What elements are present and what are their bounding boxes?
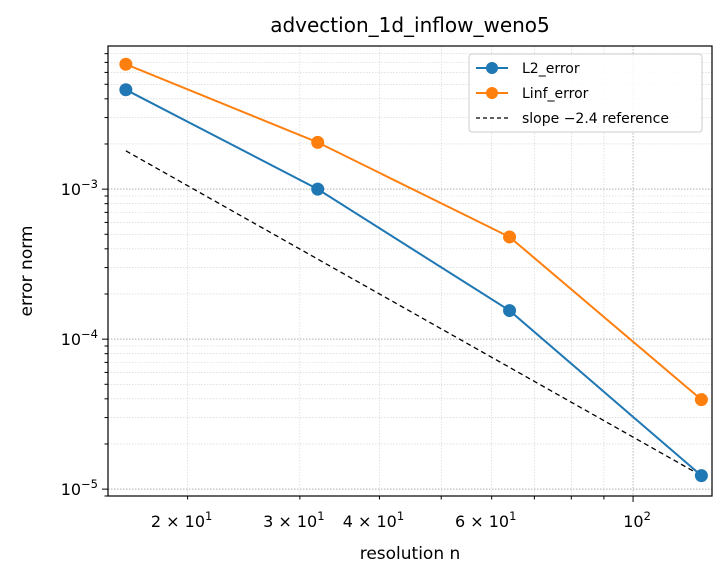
series-l2-point <box>119 83 133 97</box>
x-tick-exponent: 1 <box>509 509 516 523</box>
x-tick-exponent: 1 <box>397 509 404 523</box>
legend-reference-label: slope −2.4 reference <box>522 111 669 127</box>
legend-linf-marker <box>486 87 498 99</box>
chart-title: advection_1d_inflow_weno5 <box>270 13 550 37</box>
x-tick-exponent: 1 <box>205 509 212 523</box>
x-axis-label: resolution n <box>360 544 461 564</box>
y-tick-label: 10−4 <box>61 327 98 349</box>
series-l2-point <box>311 182 325 196</box>
series-l2-point <box>694 469 708 483</box>
series-l2-point <box>503 304 517 318</box>
legend-box <box>468 53 703 133</box>
x-tick-label: 102 <box>623 509 651 531</box>
y-tick-exponent: −3 <box>81 177 98 191</box>
y-tick-label: 10−5 <box>61 477 98 499</box>
series-linf-point <box>503 230 517 244</box>
legend-l2-marker <box>486 62 498 74</box>
series-linf-point <box>694 393 708 407</box>
plot-frame <box>107 45 713 497</box>
series-linf-line <box>125 63 703 401</box>
series-l2-line <box>125 88 703 477</box>
y-tick-label: 10−3 <box>61 177 98 199</box>
x-tick-base: 2 × 10 <box>151 512 205 531</box>
y-tick-exponent: −4 <box>81 327 98 341</box>
x-tick-label: 2 × 101 <box>151 509 212 531</box>
series-linf-point <box>311 135 325 149</box>
x-tick-label: 6 × 101 <box>455 509 516 531</box>
legend: L2_error Linf_error slope −2.4 reference <box>468 53 703 133</box>
series-linf-point <box>119 57 133 71</box>
x-tick-base: 10 <box>623 512 643 531</box>
x-tick-label: 3 × 101 <box>263 509 324 531</box>
x-tick-exponent: 1 <box>317 509 324 523</box>
x-tick-base: 4 × 10 <box>343 512 397 531</box>
axis-ticks: 2 × 101 3 × 101 4 × 101 6 × 101 10210−510−41… <box>61 53 651 531</box>
legend-l2-label: L2_error <box>522 61 580 77</box>
y-tick-base: 10 <box>61 480 81 499</box>
x-tick-base: 3 × 10 <box>263 512 317 531</box>
x-tick-label: 4 × 101 <box>343 509 404 531</box>
y-tick-base: 10 <box>61 180 81 199</box>
x-tick-exponent: 2 <box>644 509 651 523</box>
legend-linf-label: Linf_error <box>522 86 589 102</box>
x-tick-base: 6 × 10 <box>455 512 509 531</box>
y-axis-label: error norm <box>17 226 37 317</box>
y-tick-exponent: −5 <box>81 477 98 491</box>
y-tick-base: 10 <box>61 330 81 349</box>
series-layer <box>119 57 708 483</box>
